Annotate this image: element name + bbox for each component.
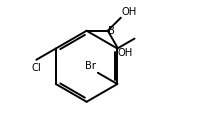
Text: Cl: Cl: [32, 63, 41, 72]
Text: OH: OH: [118, 48, 133, 58]
Text: B: B: [108, 26, 115, 36]
Text: OH: OH: [122, 7, 137, 17]
Text: Br: Br: [85, 61, 96, 71]
